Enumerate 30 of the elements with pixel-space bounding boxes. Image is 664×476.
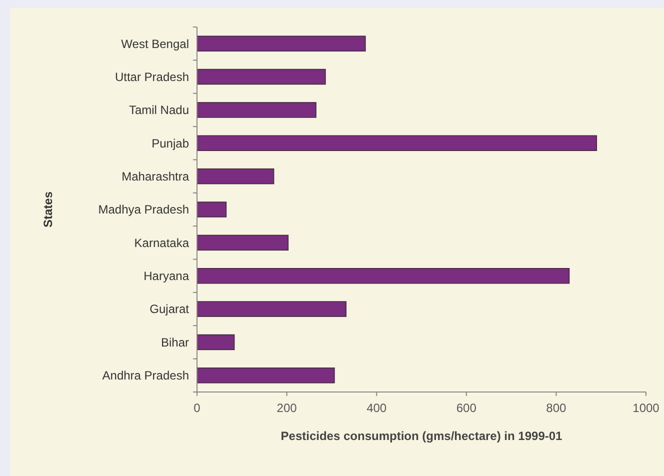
- x-tick-label: 200: [276, 401, 298, 415]
- bar: [196, 368, 335, 384]
- bar: [196, 68, 326, 85]
- x-tick-label: 800: [546, 401, 567, 415]
- bar: [196, 301, 346, 317]
- x-tick-label: 600: [456, 401, 477, 415]
- x-tick-label: 0: [194, 401, 201, 415]
- y-tick-label: Haryana: [144, 269, 190, 284]
- y-tick-label: Gujarat: [150, 302, 190, 316]
- bar: [196, 102, 316, 118]
- y-tick-label: West Bengal: [121, 36, 189, 51]
- y-tick-label: Maharashtra: [122, 170, 190, 184]
- bar: [196, 36, 366, 52]
- y-tick-label: Madhya Pradesh: [98, 202, 189, 217]
- y-axis-title: States: [41, 191, 55, 228]
- y-tick-label: Uttar Pradesh: [114, 70, 189, 84]
- y-tick-label: Andhra Pradesh: [102, 368, 189, 383]
- y-tick-label: Punjab: [152, 136, 190, 150]
- bar: [196, 168, 274, 184]
- y-tick-label: Tamil Nadu: [128, 103, 189, 118]
- bar: [196, 135, 598, 151]
- x-tick-label: 1000: [632, 401, 660, 415]
- bar: [196, 234, 289, 251]
- bar: [196, 202, 227, 218]
- y-tick-label: Karnataka: [134, 236, 190, 250]
- bar: [196, 334, 235, 350]
- bar: [196, 268, 570, 284]
- x-axis-title: Pesticides consumption (gms/hectare) in 1999-01: [280, 429, 563, 443]
- x-tick-label: 400: [366, 401, 387, 415]
- y-tick-label: Bihar: [160, 335, 189, 350]
